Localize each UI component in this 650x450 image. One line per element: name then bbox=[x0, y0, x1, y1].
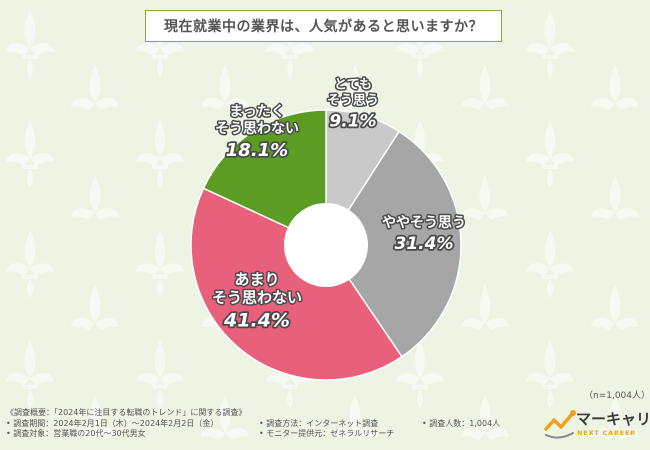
sample-size-note: （n=1,004人） bbox=[584, 391, 650, 401]
slice-2 bbox=[325, 130, 462, 358]
survey-count: • 調査人数：1,004人 bbox=[422, 418, 501, 428]
slice-4 bbox=[202, 109, 327, 247]
slice-category-label: あまり bbox=[234, 271, 279, 289]
slice-value-label: 31.4% bbox=[395, 234, 454, 254]
brand-name: マーキャリ bbox=[576, 410, 650, 428]
slice-category-label: そう思う bbox=[327, 94, 379, 109]
survey-provider: • モニター提供元：ゼネラルリサーチ bbox=[259, 429, 395, 438]
slice-category-label: まったく bbox=[229, 104, 284, 120]
slice-label-2: ややそう思う 31.4% bbox=[381, 214, 468, 256]
slice-value-label: 41.4% bbox=[223, 310, 290, 332]
slice-category-label: そう思わない bbox=[215, 121, 299, 137]
survey-overview: 《調査概要：「2024年に注目する転職のトレンド」に関する調査》 bbox=[6, 408, 247, 417]
slice-value-label: 9.1% bbox=[329, 112, 376, 132]
survey-period: • 調査期間：2024年2月1日（木）～2024年2月2日（金） bbox=[6, 418, 219, 428]
donut-chart: とてもそう思う9.1%ややそう思う31.4%あまりそう思わない41.4%まったく… bbox=[190, 76, 468, 381]
survey-footer: 《調査概要：「2024年に注目する転職のトレンド」に関する調査》 • 調査期間：… bbox=[6, 408, 526, 440]
slice-category-label: とても bbox=[334, 78, 372, 93]
slice-category-label: そう思わない bbox=[212, 289, 302, 307]
slice-3 bbox=[190, 187, 403, 381]
survey-method: • 調査方法：インターネット調査 bbox=[259, 418, 379, 428]
survey-target: • 調査対象：営業職の20代～30代男女 bbox=[6, 429, 146, 438]
slice-category-label: ややそう思う bbox=[382, 215, 466, 231]
donut-hole bbox=[284, 203, 368, 287]
brand-mark-icon bbox=[544, 410, 576, 439]
slice-value-label: 18.1% bbox=[226, 140, 288, 161]
question-title: 現在就業中の業界は、人気があると思いますか？ bbox=[145, 10, 502, 42]
brand-tagline: NEXT CAREER bbox=[577, 429, 637, 437]
brand-logo: マーキャリ NEXT CAREER bbox=[543, 405, 650, 445]
question-text: 現在就業中の業界は、人気があると思いますか？ bbox=[164, 19, 483, 35]
